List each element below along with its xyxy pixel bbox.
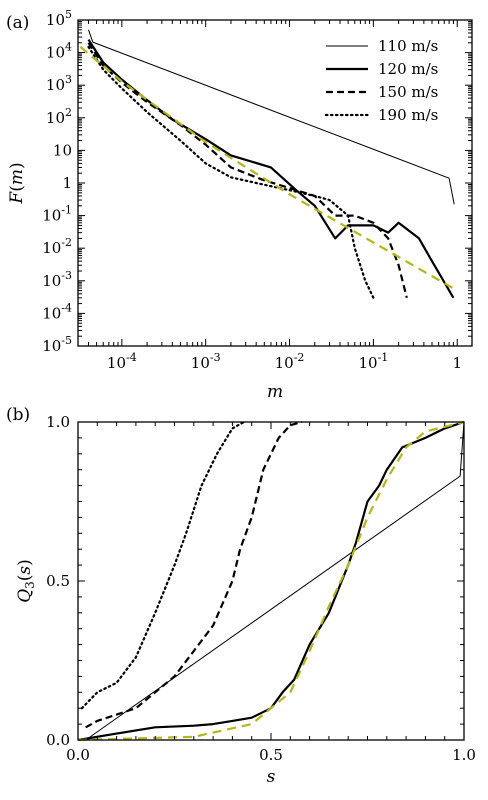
panel-a-x-tick-label-base: 1: [452, 354, 462, 372]
panel-a-y-tick-label-exp: 2: [65, 106, 72, 119]
panel-b-x-tick-label: 0.5: [259, 746, 283, 764]
panel-a-y-tick-label: 104: [46, 41, 72, 62]
panel-a-x-tick-label-base: 10: [275, 354, 294, 372]
panel-b-plot-frame: [77, 421, 465, 741]
panel-a-y-tick-label: 10-4: [42, 301, 72, 322]
panel-a-x-tick-label-base: 10: [191, 354, 210, 372]
panel-a-y-tick-label: 102: [46, 106, 72, 127]
panel-a-y-tick-label-base: 10: [42, 272, 61, 290]
panel-a-ylabel-arg: m: [7, 169, 27, 185]
panel-a-y-tick-label-exp: -3: [61, 269, 72, 282]
panel-b-x-tick-label: 1.0: [452, 746, 476, 764]
panel-b-ticks: 0.0 0.5 1.0 0.0 0.5 1.0: [46, 413, 476, 764]
panel-a-x-tick-label-exp: -2: [294, 351, 305, 364]
panel-a-y-tick-label: 10: [53, 141, 72, 159]
panel-b-series-fit: [77, 420, 465, 742]
panel-a-y-tick-label-base: 1: [62, 174, 72, 192]
panel-a-y-tick-label-exp: -5: [61, 334, 72, 347]
panel-a-chart: (a) 10-4 10-3 10-2 10-1 110510410310210110-1…: [6, 8, 473, 402]
panel-a-x-tick-label: 10-1: [358, 351, 388, 372]
panel-a-y-tick-label-base: 10: [42, 304, 61, 322]
panel-a-legend: 110 m/s 120 m/s 150 m/s 190 m/s: [324, 37, 438, 124]
panel-a-y-tick-label-base: 10: [42, 337, 61, 355]
panel-a-series-110-m-s: [88, 29, 455, 205]
panel-b-series-120-m-s: [77, 420, 465, 742]
panel-a-ylabel-paren-close: ): [7, 162, 27, 169]
panel-a-x-tick-label: 10-4: [107, 351, 137, 372]
panel-a-y-tick-label-exp: 4: [65, 41, 72, 54]
panel-a-y-tick-label: 10-2: [42, 236, 72, 257]
panel-a-y-tick-label-exp: -2: [61, 236, 72, 249]
panel-b-ylabel-arg: s: [15, 566, 35, 575]
panel-a-y-tick-label-exp: 3: [65, 73, 72, 86]
panel-a-x-tick-label: 10-2: [275, 351, 305, 372]
panel-a-y-tick-label: 10-3: [42, 269, 72, 290]
panel-a-y-tick-label-base: 10: [46, 11, 65, 29]
panel-a-series-190-m-s: [87, 45, 375, 299]
panel-a-y-tick-label-base: 10: [46, 109, 65, 127]
panel-a-y-tick-label-base: 10: [42, 207, 61, 225]
panel-a-ylabel-paren: (: [7, 185, 27, 192]
panel-a-x-axis-label: m: [267, 382, 283, 402]
panel-a-y-tick-label-exp: -4: [61, 301, 72, 314]
panel-a-y-tick-label: 10-1: [42, 204, 72, 225]
panel-b-ylabel-fn: Q: [15, 589, 35, 603]
panel-a-y-tick-label-base: 10: [46, 44, 65, 62]
panel-a-series-120-m-s: [87, 39, 455, 299]
panel-a-x-tick-label-base: 10: [358, 354, 377, 372]
panel-b-series-190-m-s: [80, 420, 246, 710]
panel-b-y-axis-label: Q3(s): [15, 559, 37, 603]
legend-label-110-m-s: 110 m/s: [378, 37, 438, 55]
panel-b-ylabel-paren-close: ): [15, 559, 35, 566]
panel-b-y-axis-label-text: Q3(s): [15, 559, 37, 603]
panel-a-y-axis-label-text: F(m): [7, 162, 27, 204]
panel-a-x-tick-label-base: 10: [107, 354, 126, 372]
panel-b-series-group: [77, 420, 465, 742]
legend-label-120-m-s: 120 m/s: [378, 60, 438, 78]
panel-b-x-axis-label: s: [267, 767, 276, 787]
panel-a-label: (a): [6, 13, 29, 33]
panel-a-y-tick-label-base: 10: [53, 141, 72, 159]
panel-a-y-tick-label: 105: [46, 8, 72, 29]
panel-a-x-tick-label: 10-3: [191, 351, 221, 372]
panel-b-y-tick-label: 1.0: [46, 413, 70, 431]
panel-a-series-group: [79, 29, 458, 299]
panel-b-ylabel-sub: 3: [23, 581, 37, 589]
panel-b-y-tick-label: 0.5: [46, 572, 70, 590]
panel-a-y-tick-label-exp: 5: [65, 8, 72, 21]
panel-a-x-tick-label-exp: -4: [126, 351, 137, 364]
panel-b-y-tick-label: 0.0: [46, 731, 70, 749]
panel-a-y-tick-label: 10-5: [42, 334, 72, 355]
panel-b-x-tick-label: 0.0: [66, 746, 90, 764]
panel-a-ylabel-fn: F: [7, 191, 27, 205]
panel-a-x-tick-label-exp: -1: [378, 351, 389, 364]
panel-a-y-tick-label-base: 10: [42, 239, 61, 257]
panel-a-y-tick-label-base: 10: [46, 76, 65, 94]
panel-b-ylabel-paren: (: [15, 575, 35, 582]
panel-b-chart: (b) 0.0 0.5 1.00.00.51.0 s Q3(s): [6, 405, 476, 787]
panel-a-x-tick-label-exp: -3: [210, 351, 221, 364]
legend-label-190-m-s: 190 m/s: [378, 106, 438, 124]
panel-b-label: (b): [6, 405, 30, 425]
panel-b-series-150-m-s: [85, 420, 303, 729]
panel-a-ticks: 10-4 10-3 10-2 10-1 110510410310210110-110-2…: [42, 8, 472, 372]
panel-a-y-axis-label: F(m): [7, 162, 27, 204]
panel-b-series-110-m-s: [85, 421, 465, 741]
panel-a-x-tick-label: 1: [452, 354, 462, 372]
panel-a-y-tick-label: 1: [62, 174, 72, 192]
panel-a-y-tick-label: 103: [46, 73, 72, 94]
panel-a-y-tick-label-exp: -1: [61, 204, 72, 217]
legend-label-150-m-s: 150 m/s: [378, 83, 438, 101]
panel-a-series-150-m-s: [87, 42, 408, 299]
